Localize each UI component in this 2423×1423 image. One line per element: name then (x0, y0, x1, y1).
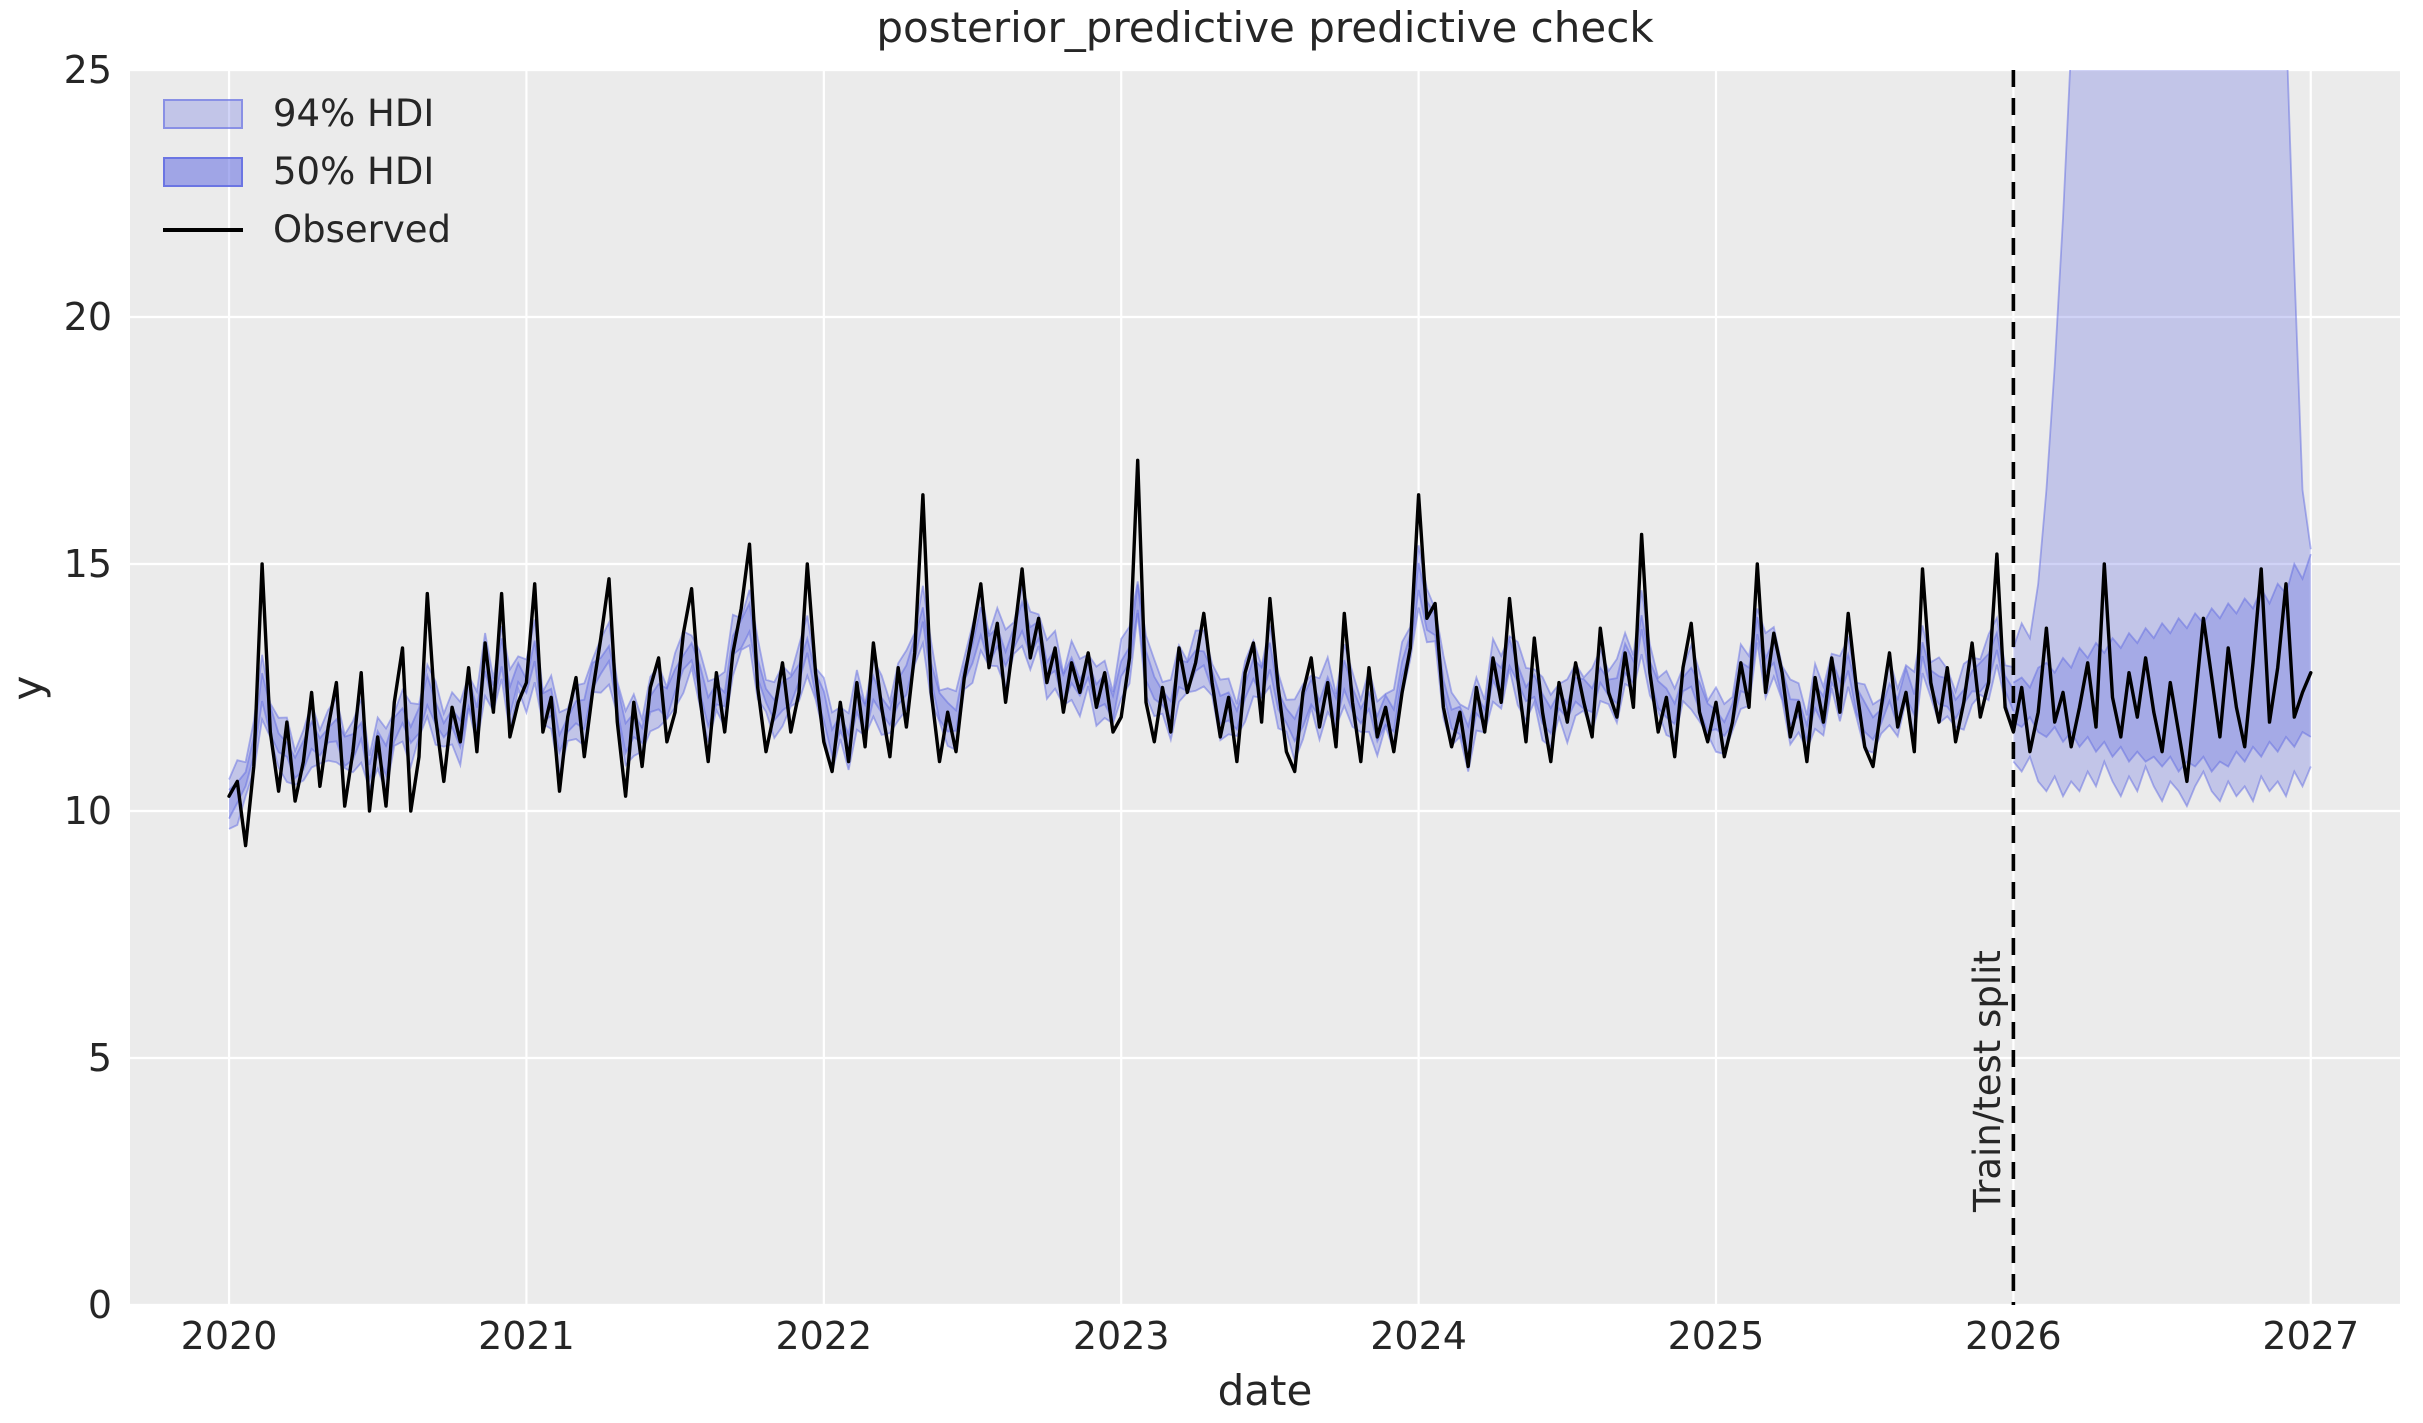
y-tick-label: 0 (88, 1283, 112, 1327)
y-axis-label: y (3, 676, 52, 701)
x-tick-labels: 2020 2021 2022 2023 2024 2025 2026 2027 (181, 1314, 2359, 1358)
y-tick-label: 20 (64, 295, 112, 339)
y-tick-labels: 0 5 10 15 20 25 (64, 48, 112, 1327)
y-tick-label: 15 (64, 542, 112, 586)
x-tick-label: 2027 (2262, 1314, 2359, 1358)
hdi94-train-band-upper-edge (228, 545, 2014, 780)
hdi94-test-band-lower-edge (2012, 754, 2312, 809)
x-tick-label: 2023 (1073, 1314, 1170, 1358)
gridlines (130, 68, 2400, 1307)
hdi-94-swatch-icon (163, 99, 243, 129)
x-tick-label: 2025 (1668, 1314, 1765, 1358)
legend-item-50-hdi: 50% HDI (163, 150, 451, 194)
chart-title: posterior_predictive predictive check (876, 3, 1654, 52)
x-tick-label: 2020 (181, 1314, 278, 1358)
hdi50-train-band-lower-edge (228, 589, 2015, 820)
hdi94-train-band (229, 545, 2014, 829)
x-tick-label: 2021 (478, 1314, 575, 1358)
hdi50-test-band (2013, 554, 2311, 772)
legend-label-50-hdi: 50% HDI (273, 150, 435, 193)
y-tick-label: 5 (88, 1036, 112, 1080)
legend-label-observed: Observed (273, 208, 452, 251)
x-axis-label: date (1218, 1366, 1313, 1415)
hdi50-test-band-lower-edge (2012, 715, 2312, 774)
observed-line (227, 458, 2313, 848)
train-test-split-label: Train/test split (1966, 950, 2009, 1213)
y-tick-label: 25 (64, 48, 112, 92)
observed-line-layer (227, 458, 2313, 848)
observed-line-swatch-icon (163, 228, 243, 232)
legend-label-94-hdi: 94% HDI (273, 92, 435, 135)
x-tick-label: 2022 (775, 1314, 872, 1358)
x-tick-label: 2024 (1370, 1314, 1467, 1358)
hdi-bands (228, 70, 2312, 830)
hdi94-test-band (2013, 70, 2311, 807)
hdi50-train-band (229, 563, 2014, 819)
legend-item-observed: Observed (163, 208, 451, 252)
legend-item-94-hdi: 94% HDI (163, 92, 451, 136)
x-tick-label: 2026 (1965, 1314, 2062, 1358)
legend: 94% HDI 50% HDI Observed (163, 92, 451, 252)
hdi94-train-band-lower-edge (228, 607, 2015, 830)
hdi94-test-band-upper-edge (2012, 70, 2312, 649)
y-tick-label: 10 (64, 789, 112, 833)
hdi-50-swatch-icon (163, 157, 243, 187)
